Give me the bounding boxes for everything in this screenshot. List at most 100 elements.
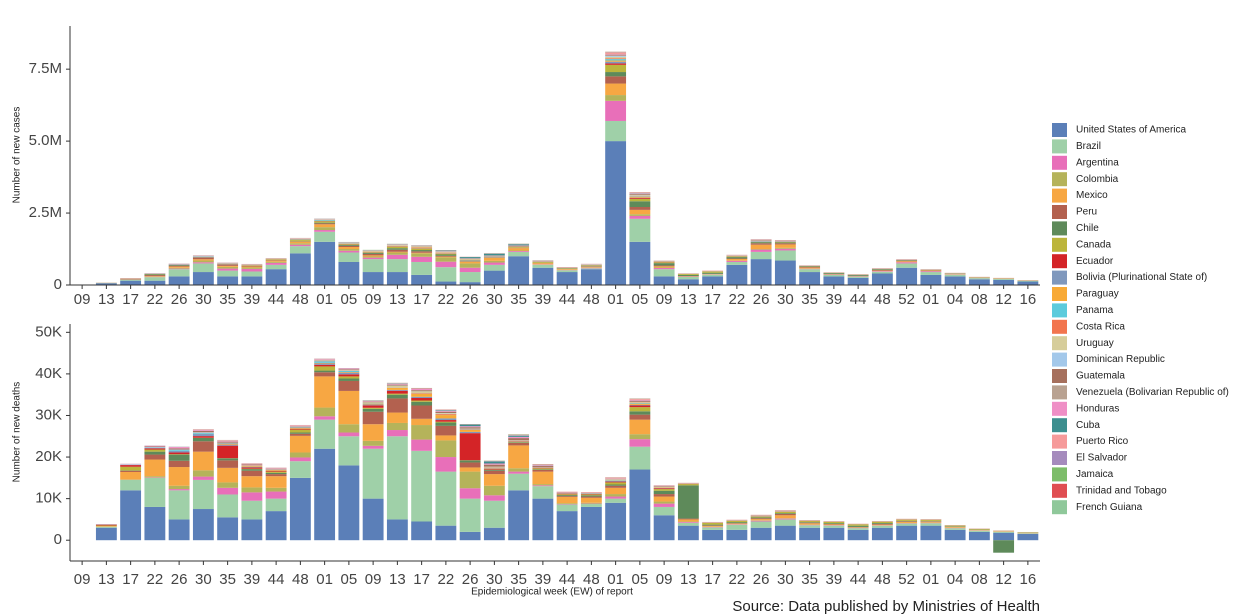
bar-segment: [605, 76, 627, 84]
x-tick-label: 35: [219, 291, 236, 308]
bar-segment: [289, 428, 311, 430]
x-tick-label: 26: [462, 291, 479, 308]
y-tick-label: 2.5M: [29, 204, 62, 221]
bar-segment: [411, 261, 433, 275]
bar-segment: [241, 492, 263, 501]
bar-segment: [823, 273, 845, 274]
bar-segment: [702, 529, 724, 541]
bar-segment: [774, 525, 796, 541]
bar-segment: [168, 452, 190, 455]
bar-segment: [95, 283, 117, 285]
bar-segment: [774, 242, 796, 244]
legend-swatch: [1052, 369, 1067, 383]
legend-swatch: [1052, 270, 1067, 285]
legend-swatch: [1052, 500, 1067, 515]
bar-segment: [799, 523, 821, 525]
bar-segment: [435, 420, 457, 422]
bar-segment: [435, 414, 457, 415]
bar-segment: [774, 260, 796, 285]
bar-segment: [677, 276, 699, 280]
x-tick-label: 30: [777, 571, 794, 588]
bar-segment: [605, 498, 627, 503]
x-tick-label: 39: [535, 571, 552, 588]
x-tick-label: 08: [971, 291, 988, 308]
bar-segment: [605, 100, 627, 121]
bar-segment: [580, 506, 602, 541]
bar-segment: [896, 525, 918, 541]
bar-segment: [605, 485, 627, 488]
bar-segment: [532, 468, 554, 470]
bar-segment: [871, 271, 893, 274]
bar-segment: [411, 391, 433, 394]
bar-segment: [702, 527, 724, 530]
bar-segment: [314, 220, 336, 221]
bar-segment: [435, 421, 457, 423]
bar-segment: [774, 518, 796, 520]
bar-segment: [847, 524, 869, 526]
bar-segment: [144, 276, 166, 277]
bar-segment: [677, 485, 699, 519]
legend-label: Mexico: [1076, 190, 1108, 201]
bar-segment: [605, 52, 627, 55]
legend-swatch: [1052, 451, 1067, 465]
bar-segment: [629, 399, 651, 400]
x-tick-label: 22: [729, 571, 746, 588]
y-tick-label: 10K: [35, 490, 62, 507]
bar-segment: [629, 192, 651, 194]
bar-segment: [605, 64, 627, 73]
bar-segment: [314, 241, 336, 285]
bar-segment: [750, 244, 772, 250]
bar-segment: [580, 502, 602, 504]
bar-segment: [726, 522, 748, 524]
bar-segment: [483, 470, 505, 475]
bar-segment: [314, 366, 336, 371]
legend-swatch: [1052, 287, 1067, 301]
bar-segment: [241, 467, 263, 469]
bar-segment: [653, 486, 675, 487]
bar-segment: [653, 490, 675, 495]
bar-segment: [411, 250, 433, 252]
x-tick-label: 05: [341, 291, 358, 308]
x-tick-label: 35: [510, 291, 527, 308]
bar-segment: [605, 61, 627, 64]
bar-segment: [629, 399, 651, 401]
bar-segment: [483, 495, 505, 501]
bar-segment: [871, 269, 893, 271]
x-tick-label: 22: [729, 291, 746, 308]
bar-segment: [508, 435, 530, 437]
bar-segment: [265, 472, 287, 475]
bar-segment: [702, 276, 724, 285]
bar-segment: [192, 432, 214, 434]
bar-segment: [435, 254, 457, 256]
x-tick-label: 35: [801, 571, 818, 588]
bar-segment: [508, 442, 530, 446]
legend-label: French Guiana: [1076, 502, 1143, 513]
bar-segment: [580, 494, 602, 496]
bar-segment: [508, 445, 530, 469]
bar-segment: [144, 448, 166, 450]
x-tick-label: 09: [74, 291, 91, 308]
bar-segment: [241, 266, 263, 267]
bar-segment: [338, 424, 360, 433]
bar-segment: [483, 485, 505, 496]
bar-segment: [944, 525, 966, 527]
bar-segment: [799, 521, 821, 523]
x-tick-label: 04: [947, 291, 964, 308]
bar-segment: [702, 525, 724, 527]
bar-segment: [168, 269, 190, 277]
legend-label: Paraguay: [1076, 289, 1119, 300]
x-tick-label: 12: [995, 291, 1012, 308]
bar-segment: [435, 413, 457, 415]
bar-segment: [289, 425, 311, 426]
bar-segment: [386, 385, 408, 388]
bar-segment: [265, 471, 287, 473]
bar-segment: [144, 477, 166, 507]
bar-segment: [629, 198, 651, 202]
bar-segment: [411, 400, 433, 402]
source-note: Source: Data published by Ministries of …: [732, 598, 1040, 615]
bar-segment: [726, 520, 748, 523]
bar-segment: [314, 361, 336, 363]
x-tick-label: 39: [826, 571, 843, 588]
bar-segment: [289, 432, 311, 434]
bar-segment: [386, 383, 408, 385]
